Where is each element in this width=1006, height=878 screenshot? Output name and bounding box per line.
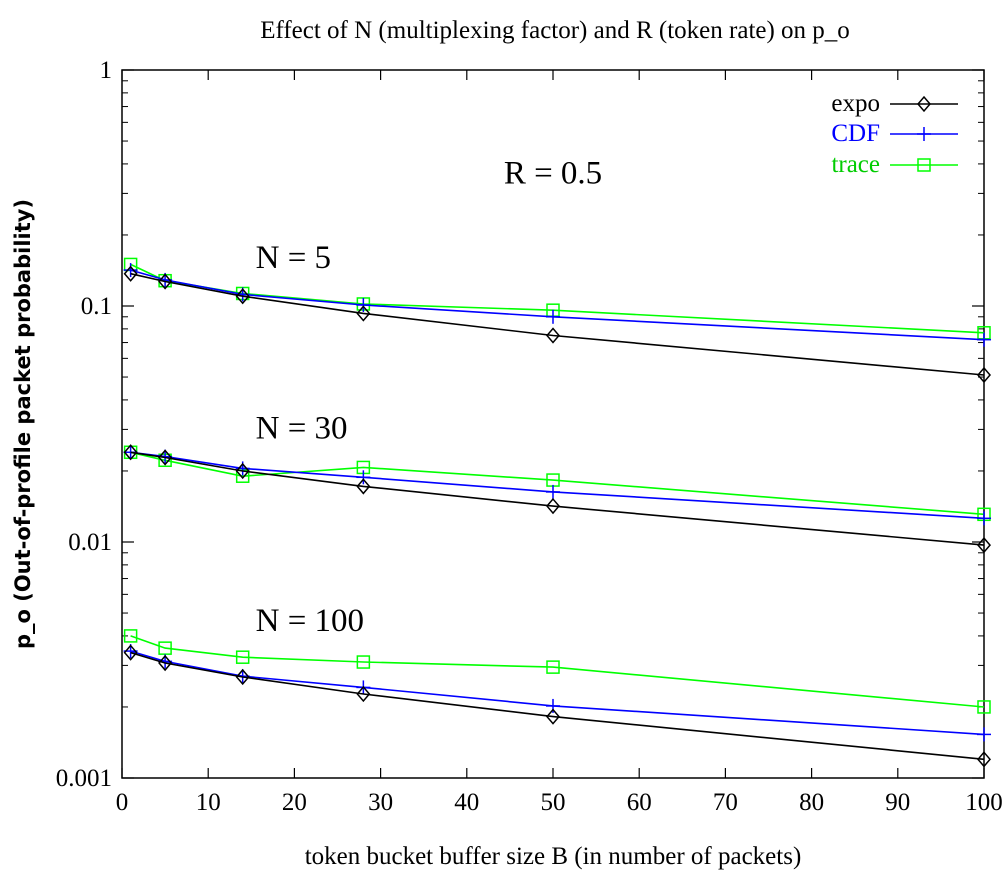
series-line-CDF [130,269,985,341]
series-group [123,257,991,768]
data-point-CDF [546,484,560,499]
data-point-expo [977,536,991,554]
legend-marker-trace [917,158,931,172]
data-point-expo [977,751,991,768]
legend-marker-expo [917,95,931,113]
annotation-n5: N = 5 [256,240,331,276]
data-point-CDF [977,511,991,526]
x-tick-label: 70 [713,789,738,816]
data-point-expo [158,273,173,290]
data-point-expo [235,288,250,305]
x-tick-label: 100 [965,789,1003,816]
data-point-CDF [123,263,138,278]
annotation-n30: N = 30 [256,410,348,446]
x-tick-label: 80 [799,789,824,816]
data-point-trace [546,660,560,674]
x-tick-label: 90 [885,789,910,816]
data-point-expo [158,654,173,672]
data-point-CDF [977,727,991,742]
x-tick-label: 40 [454,789,479,816]
data-point-trace [356,655,371,669]
y-tick-label: 0.001 [56,765,112,792]
data-point-expo [123,265,138,282]
y-tick-label: 1 [100,57,113,84]
legend-label-cdf: CDF [831,120,880,147]
data-point-expo [235,668,250,686]
data-point-expo [356,478,371,495]
data-point-trace [977,700,991,714]
x-tick-label: 10 [196,789,221,816]
data-point-trace [158,641,172,655]
data-point-expo [546,497,560,515]
data-point-CDF [546,309,560,324]
series-group-2 [123,629,991,768]
annotation-n100: N = 100 [256,603,364,639]
data-point-CDF [977,332,991,347]
annotations: R = 0.5 N = 5 N = 30 N = 100 [256,156,603,639]
x-axis-label: token bucket buffer size B (in number of… [305,843,802,870]
legend-label-expo: expo [831,90,880,117]
legend-marker-CDF [917,127,931,141]
x-tick-label: 50 [541,789,566,816]
annotation-r: R = 0.5 [504,156,602,192]
data-point-trace [235,650,250,664]
data-point-expo [977,366,991,384]
data-point-expo [158,449,173,466]
series-line-CDF [130,650,985,736]
data-point-CDF [356,297,371,312]
data-point-expo [356,305,371,322]
x-tick-label: 30 [368,789,393,816]
x-tick-label: 20 [282,789,307,816]
series-line-expo [130,651,985,761]
data-point-expo [123,644,138,661]
y-tick-label: 0.01 [68,529,112,556]
series-line-trace [130,635,985,708]
data-point-expo [123,444,138,461]
x-tick-label: 60 [627,789,652,816]
series-group-0 [123,257,991,384]
data-point-CDF [356,470,371,485]
data-point-expo [546,327,560,344]
legend-label-trace: trace [831,151,880,178]
axis-ticks: 0 10 20 30 40 50 60 70 80 90 100 0.001 0.01 0.1 1 [56,57,1003,816]
series-line-expo [130,272,985,376]
y-axis-label: p_o (Out-of-profile packet probability) [11,199,35,649]
data-point-expo [546,708,560,725]
x-tick-label: 0 [116,789,129,816]
data-point-expo [235,462,250,480]
series-line-expo [130,451,985,546]
data-point-expo [356,685,371,703]
data-point-CDF [546,698,560,713]
y-tick-label: 0.1 [81,293,112,320]
series-group-1 [123,444,991,554]
chart-title: Effect of N (multiplexing factor) and R … [260,17,850,44]
data-point-trace [123,629,138,643]
legend: expo CDF trace [831,90,958,178]
